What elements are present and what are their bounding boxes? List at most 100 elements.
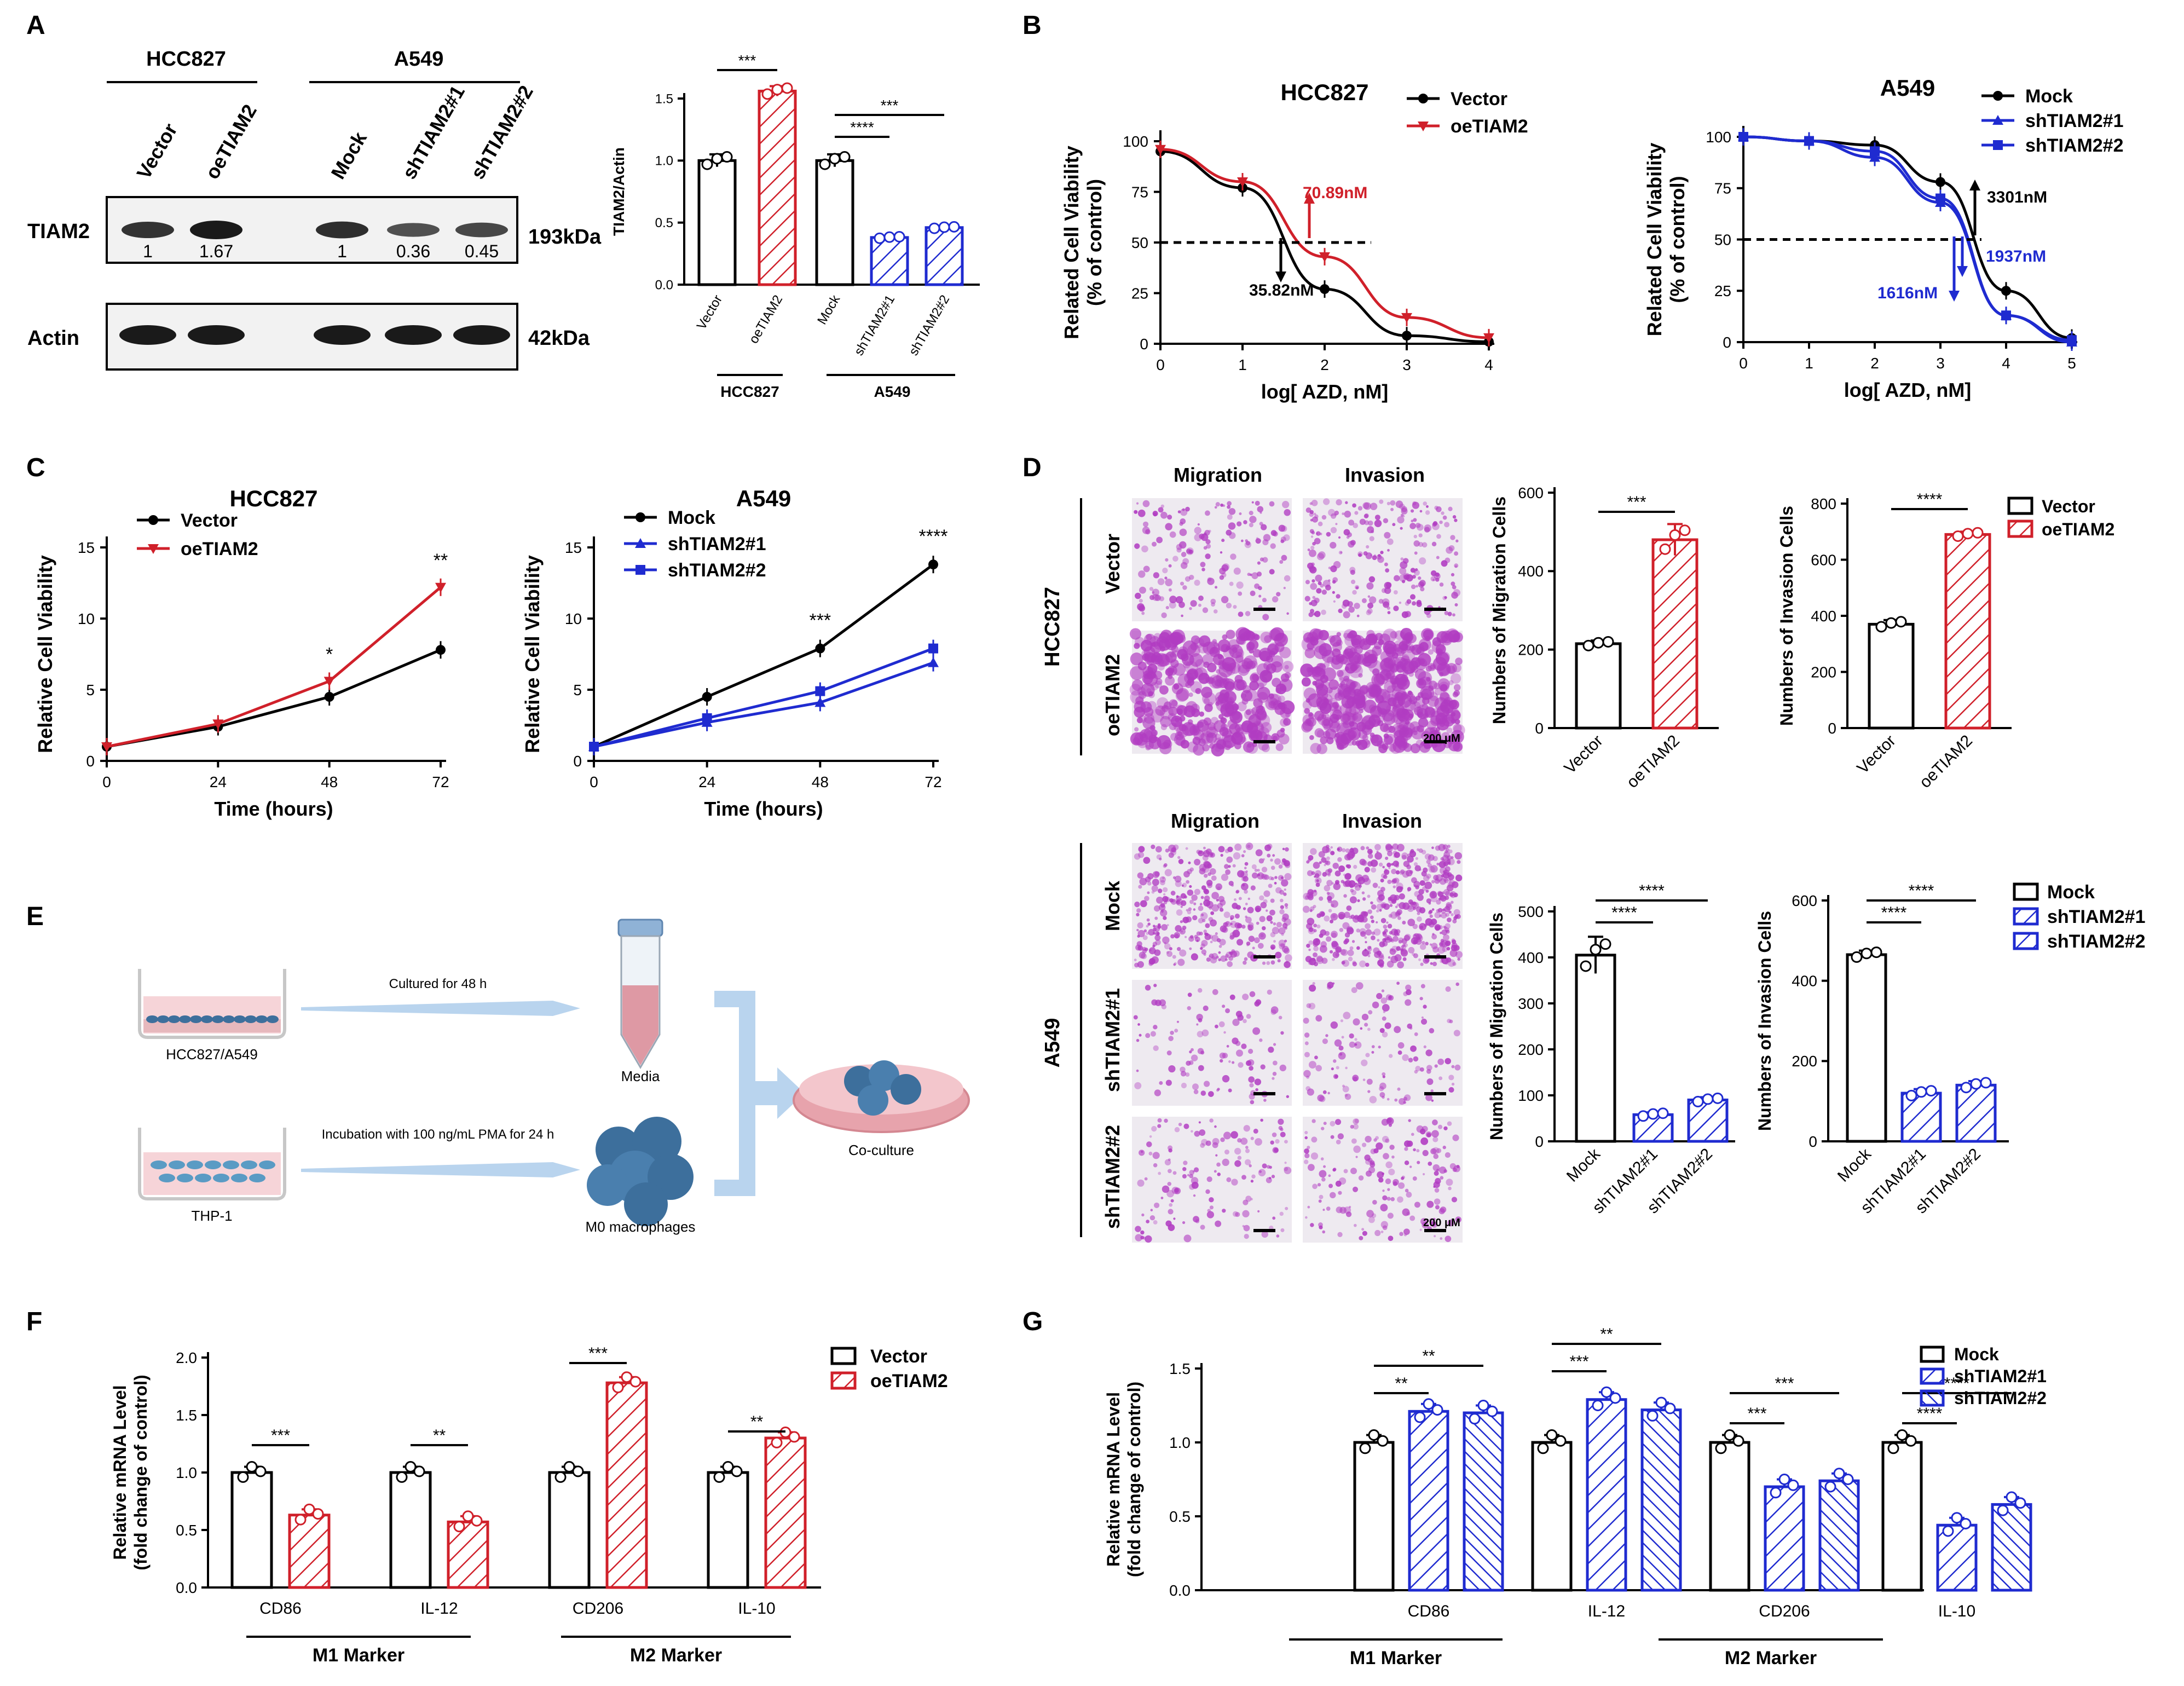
legend-label-vector: Vector xyxy=(870,1346,927,1367)
stained-cell xyxy=(1438,1076,1443,1081)
stained-cell xyxy=(1157,1124,1162,1128)
stained-cell xyxy=(1400,513,1404,517)
stained-cell xyxy=(1197,988,1203,993)
stained-cell xyxy=(1369,596,1377,604)
stained-cell xyxy=(1365,962,1370,967)
stained-cell xyxy=(1353,1145,1361,1153)
stained-cell xyxy=(1356,696,1364,703)
stained-cell xyxy=(1334,510,1339,516)
stained-cell xyxy=(1421,871,1427,877)
stained-cell xyxy=(1245,870,1248,873)
stained-cell xyxy=(1322,1090,1327,1094)
stained-cell xyxy=(1244,867,1247,870)
blot-band-tiam2 xyxy=(190,221,242,239)
stained-cell xyxy=(1187,1006,1192,1011)
data-point xyxy=(246,1461,258,1473)
stained-cell xyxy=(1145,744,1151,750)
stained-cell xyxy=(1246,742,1258,754)
stained-cell xyxy=(1209,1205,1214,1210)
stained-cell xyxy=(1413,540,1420,547)
y-tick-label: 100 xyxy=(1706,129,1731,146)
data-point xyxy=(1960,1518,1972,1529)
stained-cell xyxy=(1315,1065,1322,1072)
stained-cell xyxy=(1447,845,1451,848)
stained-cell xyxy=(1143,857,1151,864)
stained-cell xyxy=(1328,567,1331,569)
stained-cell xyxy=(1338,865,1345,873)
stained-cell xyxy=(1314,610,1321,617)
stained-cell xyxy=(1418,638,1431,651)
stained-cell xyxy=(1343,894,1347,898)
stained-cell xyxy=(1240,736,1247,743)
stained-cell xyxy=(1272,1147,1279,1153)
y-tick-label: 1.5 xyxy=(655,91,673,106)
blot-lane-label: shTIAM2#1 xyxy=(397,82,469,183)
stained-cell xyxy=(1256,921,1259,925)
co-culture-schematic: HCC827/A549 THP-1 Cultured for 48 h Incu… xyxy=(138,919,970,1235)
stained-cell xyxy=(1345,848,1350,853)
bar-il-12-shtiam2-1 xyxy=(1586,1398,1627,1592)
stained-cell xyxy=(1222,740,1232,750)
stained-cell xyxy=(1370,915,1374,920)
stained-cell xyxy=(1304,1130,1308,1135)
stained-cell xyxy=(1196,1023,1199,1026)
blot-band-value: 1.67 xyxy=(199,241,233,261)
stained-cell xyxy=(1175,925,1182,932)
data-point xyxy=(713,1471,725,1483)
stained-cell xyxy=(1210,598,1216,604)
stained-cell xyxy=(1267,989,1272,995)
stained-cell xyxy=(1454,565,1458,568)
stained-cell xyxy=(1230,732,1243,744)
stained-cell xyxy=(1167,1181,1172,1186)
stained-cell xyxy=(1333,1059,1337,1063)
stained-cell xyxy=(1129,628,1142,640)
stained-cell xyxy=(1305,956,1312,963)
stained-cell xyxy=(1206,900,1214,908)
stained-cell xyxy=(1237,1014,1244,1021)
stained-cell xyxy=(1233,605,1237,609)
legend-marker xyxy=(635,512,645,522)
stained-cell xyxy=(1174,1029,1178,1033)
stained-cell xyxy=(1260,1064,1266,1070)
stained-cell xyxy=(1332,914,1336,919)
stained-cell xyxy=(1198,917,1204,923)
stained-cell xyxy=(1316,743,1327,754)
arrow-culture xyxy=(301,1001,580,1016)
stained-cell xyxy=(1302,905,1310,913)
stained-cell xyxy=(1230,1131,1238,1139)
stained-cell xyxy=(1349,681,1361,694)
data-point xyxy=(702,713,712,723)
stained-cell xyxy=(1234,843,1242,851)
stained-cell xyxy=(1254,1078,1262,1085)
stained-cell xyxy=(1363,877,1371,885)
stained-cell xyxy=(1445,1058,1451,1065)
stained-cell xyxy=(1385,568,1390,573)
data-point xyxy=(721,151,733,163)
stained-cell xyxy=(1250,590,1256,596)
stained-cell xyxy=(1258,943,1264,949)
stained-cell xyxy=(1385,856,1389,860)
stained-cell xyxy=(1342,599,1350,607)
stained-cell xyxy=(1135,1234,1142,1242)
stained-cell xyxy=(1431,1099,1434,1102)
legend-label-vector: Vector xyxy=(1451,89,1507,109)
stained-cell xyxy=(1207,578,1215,585)
blot-protein-actin: Actin xyxy=(27,327,79,350)
stained-cell xyxy=(1399,1232,1403,1237)
stained-cell xyxy=(1158,904,1166,911)
stained-cell xyxy=(1218,1021,1225,1027)
stained-cell xyxy=(1200,943,1205,949)
stained-cell xyxy=(1410,509,1414,513)
stained-cell xyxy=(1206,1176,1212,1182)
stained-cell xyxy=(1255,1138,1262,1146)
stained-cell xyxy=(1134,643,1140,649)
stained-cell xyxy=(1330,851,1335,856)
data-point xyxy=(893,231,905,243)
stained-cell xyxy=(1140,1230,1145,1235)
stained-cell xyxy=(1249,523,1253,528)
stained-cell xyxy=(1385,1138,1390,1143)
stained-cell xyxy=(1421,1016,1424,1019)
cell-icon xyxy=(267,1015,279,1023)
data-point xyxy=(1970,1078,1982,1090)
stained-cell xyxy=(1431,908,1435,911)
